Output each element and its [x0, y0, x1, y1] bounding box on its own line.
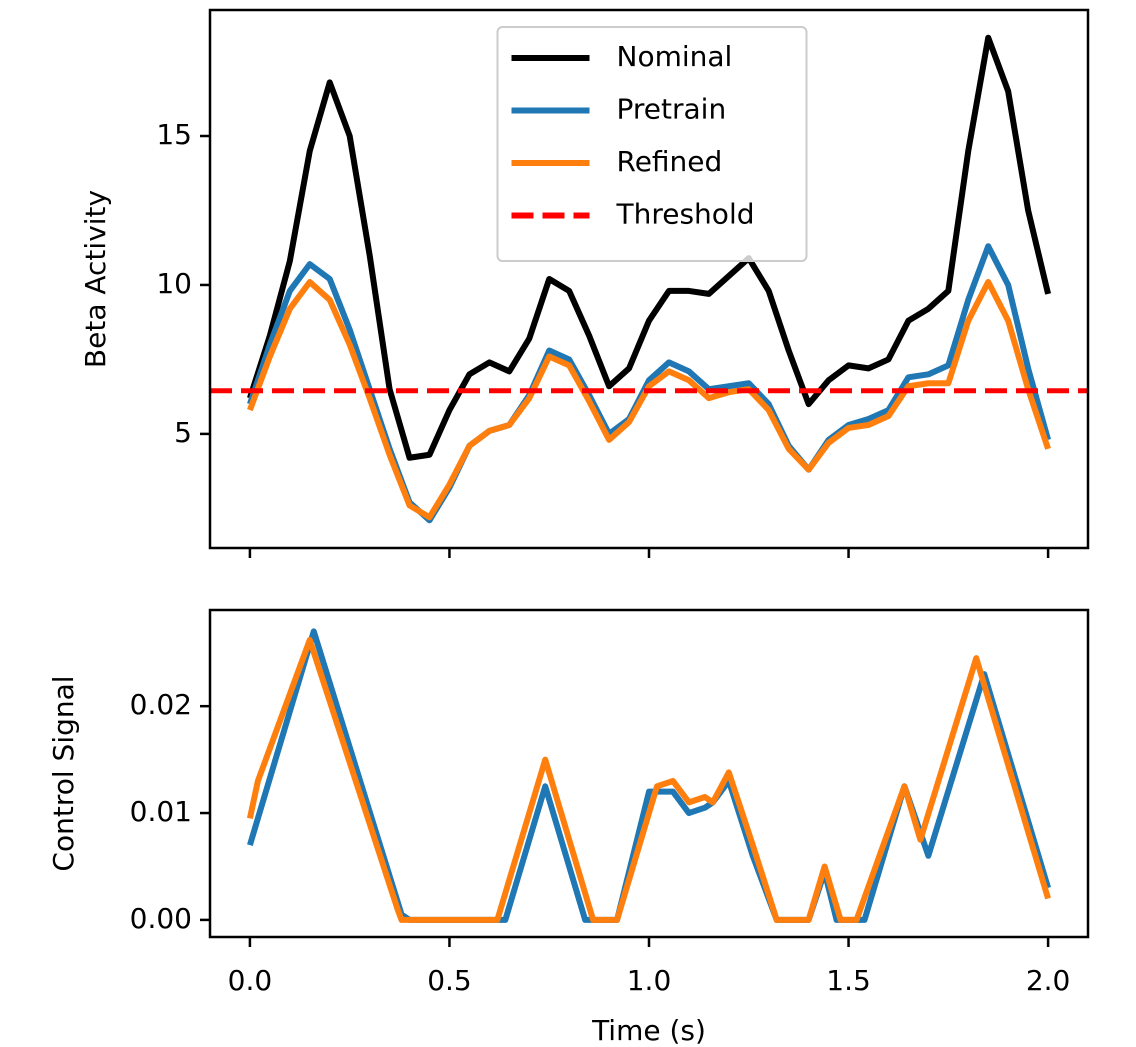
- legend-label: Pretrain: [617, 93, 727, 126]
- legend-label: Threshold: [616, 198, 755, 231]
- y-tick-label: 0.02: [130, 688, 192, 721]
- x-tick-label: 0.5: [427, 964, 472, 997]
- x-tick-label: 1.5: [826, 964, 871, 997]
- legend: Nominal Pretrain Refined Threshold: [496, 26, 808, 262]
- x-tick-label: 0.0: [228, 964, 273, 997]
- series-line: [247, 34, 1052, 461]
- y-tick-label: 10: [156, 267, 192, 300]
- y-axis-label: Beta Activity: [79, 190, 112, 368]
- series-line: [247, 628, 1051, 923]
- legend-box: [496, 26, 808, 262]
- legend-label: Nominal: [617, 40, 733, 73]
- series-line: [246, 636, 1051, 923]
- x-axis-label: Time (s): [591, 1014, 706, 1047]
- y-tick-label: 0.01: [130, 795, 192, 828]
- y-tick-label: 0.00: [130, 902, 192, 935]
- plot-area: [246, 628, 1051, 923]
- y-tick-label: 15: [156, 118, 192, 151]
- series-line: [247, 278, 1051, 521]
- y-axis-label: Control Signal: [47, 675, 80, 871]
- legend-label: Refined: [617, 145, 723, 178]
- y-tick-label: 5: [174, 416, 192, 449]
- plot-area: [210, 34, 1088, 524]
- x-tick-label: 2.0: [1026, 964, 1071, 997]
- x-tick-label: 1.0: [627, 964, 672, 997]
